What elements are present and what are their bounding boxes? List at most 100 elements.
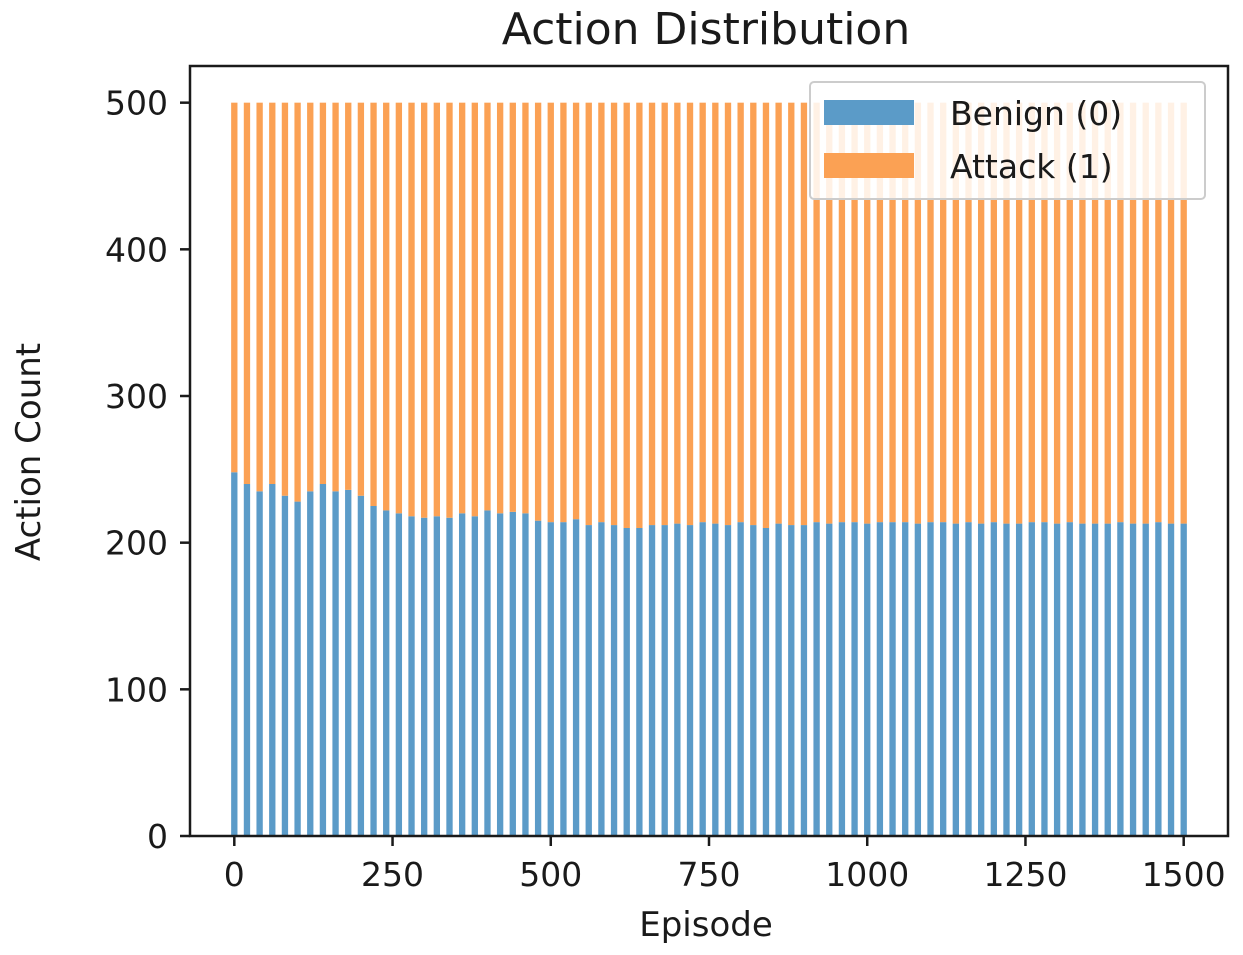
bar-benign: [1167, 523, 1175, 836]
legend-label-attack: Attack (1): [950, 147, 1113, 186]
bar-attack: [547, 102, 554, 523]
bar-attack: [534, 102, 542, 521]
bar-attack: [1015, 102, 1023, 524]
bar-attack: [585, 102, 592, 526]
bar-benign: [902, 522, 909, 836]
bar-benign: [1028, 522, 1035, 836]
bar-attack: [307, 102, 314, 492]
bar-attack: [319, 102, 327, 485]
bar-attack: [1091, 102, 1099, 524]
bar-attack: [522, 102, 529, 514]
bar-benign: [826, 523, 833, 836]
bar-benign: [737, 522, 744, 836]
bar-attack: [1053, 102, 1061, 524]
bar-attack: [838, 102, 846, 523]
bar-attack: [940, 102, 947, 523]
bar-attack: [674, 102, 681, 524]
y-tick-label: 300: [105, 377, 168, 416]
bar-benign: [1129, 523, 1137, 836]
bar-benign: [471, 516, 478, 836]
bar-benign: [598, 522, 605, 836]
bar-attack: [357, 102, 365, 496]
bar-benign: [775, 523, 782, 836]
x-axis-label: Episode: [639, 905, 773, 945]
bar-attack: [699, 102, 706, 523]
bar-benign: [1104, 523, 1111, 836]
bar-benign: [1079, 523, 1086, 836]
bar-attack: [1079, 102, 1086, 524]
bar-attack: [724, 102, 732, 526]
bar-benign: [610, 525, 618, 836]
bar-attack: [1142, 102, 1149, 524]
bar-benign: [1066, 522, 1073, 836]
bar-benign: [800, 525, 808, 836]
legend-label-benign: Benign (0): [950, 94, 1122, 133]
x-tick-label: 1500: [1142, 855, 1226, 894]
bar-benign: [332, 491, 339, 836]
bar-attack: [788, 102, 795, 526]
bar-benign: [421, 517, 428, 836]
bar-attack: [762, 102, 770, 529]
y-tick-label: 200: [105, 524, 168, 563]
bar-benign: [281, 495, 289, 836]
bar-benign: [357, 495, 365, 836]
bar-benign: [458, 513, 466, 836]
bar-attack: [332, 102, 339, 492]
bar-attack: [345, 102, 352, 490]
bar-attack: [1104, 102, 1111, 524]
bar-benign: [408, 516, 415, 836]
bar-benign: [876, 522, 884, 836]
bar-attack: [826, 102, 833, 524]
bar-attack: [610, 102, 618, 526]
bar-benign: [572, 519, 580, 836]
bar-group: [231, 102, 1187, 836]
bar-attack: [408, 102, 415, 517]
bar-benign: [977, 523, 985, 836]
bar-attack: [1117, 102, 1124, 523]
x-tick-label: 750: [678, 855, 741, 894]
bar-benign: [256, 491, 263, 836]
bar-benign: [648, 525, 656, 836]
bar-benign: [307, 491, 314, 836]
bar-attack: [648, 102, 656, 526]
y-tick-label: 100: [105, 670, 168, 709]
bar-attack: [484, 102, 491, 511]
bar-benign: [914, 523, 922, 836]
y-axis-label: Action Count: [9, 343, 49, 561]
bar-attack: [383, 102, 390, 511]
bar-benign: [927, 522, 934, 836]
bar-benign: [1117, 522, 1124, 836]
bar-benign: [1041, 522, 1048, 836]
bar-benign: [813, 522, 820, 836]
bar-attack: [800, 102, 808, 526]
bar-attack: [1155, 102, 1162, 523]
bar-benign: [383, 510, 390, 836]
bar-attack: [471, 102, 478, 517]
bar-benign: [522, 513, 529, 836]
bar-benign: [345, 489, 352, 836]
bar-benign: [560, 522, 567, 836]
bar-benign: [965, 522, 972, 836]
bar-benign: [712, 523, 719, 836]
bar-attack: [927, 102, 934, 523]
bar-benign: [889, 522, 896, 836]
bar-benign: [243, 484, 251, 836]
bar-benign: [623, 528, 630, 836]
x-tick-label: 1000: [825, 855, 909, 894]
y-tick-label: 0: [147, 817, 168, 856]
bar-attack: [889, 102, 896, 523]
bar-attack: [294, 102, 301, 502]
y-tick-label: 500: [105, 84, 168, 123]
bar-attack: [712, 102, 719, 524]
x-tick-label: 250: [361, 855, 424, 894]
bar-benign: [1053, 523, 1061, 836]
bar-benign: [231, 472, 238, 836]
bar-attack: [496, 102, 504, 514]
bar-attack: [243, 102, 251, 485]
bar-benign: [750, 525, 757, 836]
bar-benign: [762, 528, 770, 836]
bar-benign: [269, 484, 276, 836]
bar-benign: [851, 522, 858, 836]
bar-attack: [902, 102, 909, 523]
bar-benign: [636, 528, 643, 836]
